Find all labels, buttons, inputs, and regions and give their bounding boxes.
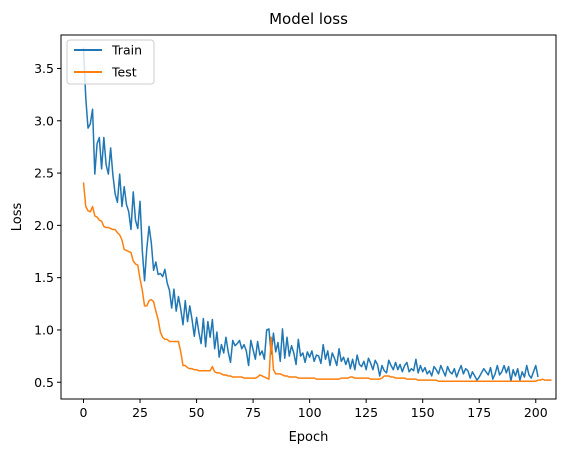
x-tick-label: 150: [411, 405, 435, 420]
chart-title: Model loss: [269, 10, 348, 28]
x-tick-label: 0: [80, 405, 88, 420]
x-tick-label: 200: [524, 405, 548, 420]
x-axis-ticks: 0 25 50 75 100 125 150 175 200: [80, 399, 548, 420]
x-tick-label: 175: [467, 405, 491, 420]
x-tick-label: 75: [245, 405, 261, 420]
y-tick-label: 2.0: [34, 218, 54, 233]
x-tick-label: 50: [189, 405, 205, 420]
y-tick-label: 1.5: [34, 270, 54, 285]
y-tick-label: 3.5: [34, 61, 54, 76]
x-tick-label: 25: [132, 405, 148, 420]
series-layer: [82, 47, 552, 382]
series-line-train: [82, 47, 539, 382]
series-line-test: [82, 182, 552, 382]
y-axis-label: Loss: [10, 203, 25, 232]
plot-frame: [60, 34, 557, 400]
y-axis-ticks: 0.5 1.0 1.5 2.0 2.5 3.0 3.5: [34, 61, 61, 390]
plot-area: [60, 34, 557, 400]
y-tick-label: 2.5: [34, 166, 54, 181]
legend-train-label: Train: [111, 43, 142, 58]
y-tick-label: 1.0: [34, 322, 54, 337]
legend-test-label: Test: [111, 65, 137, 80]
y-tick-label: 0.5: [34, 375, 54, 390]
legend: Train Test: [66, 39, 155, 85]
y-tick-label: 3.0: [34, 113, 54, 128]
x-axis-label: Epoch: [289, 430, 329, 445]
x-tick-label: 100: [298, 405, 322, 420]
x-tick-label: 125: [354, 405, 378, 420]
